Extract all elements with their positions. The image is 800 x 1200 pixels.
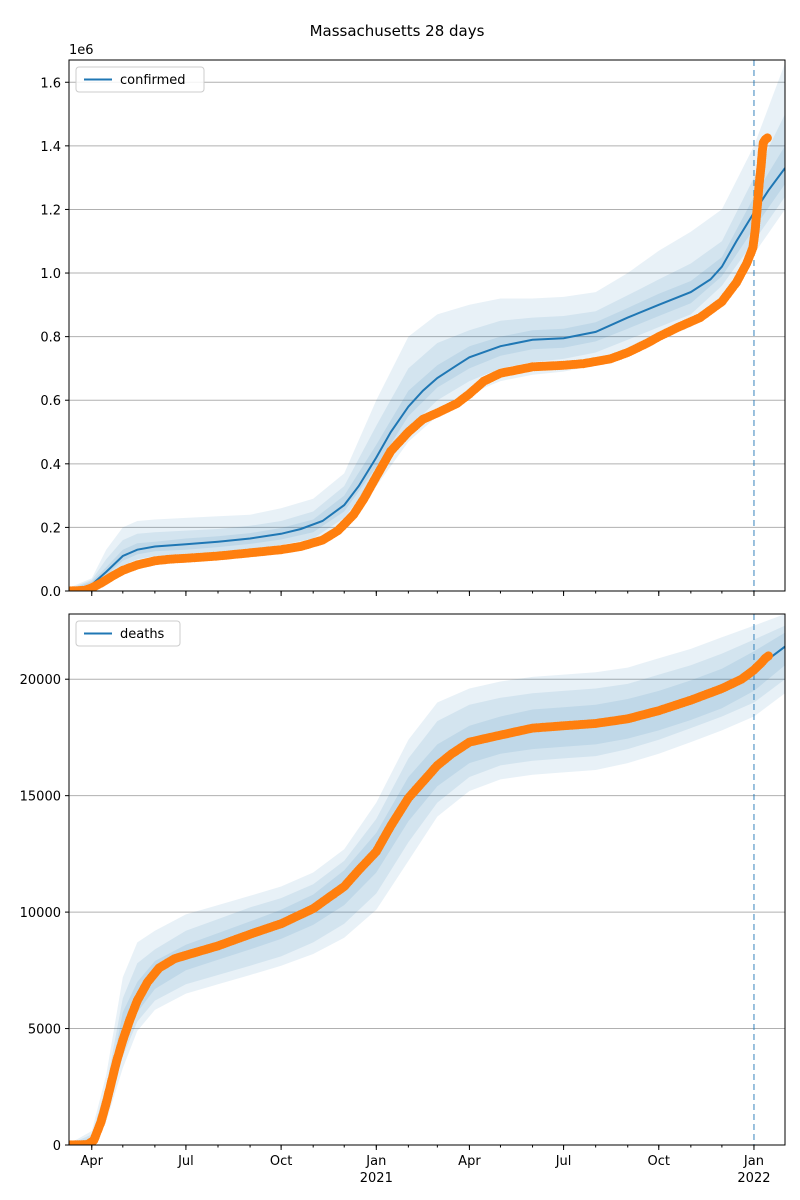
legend: confirmed (75, 66, 205, 93)
uncertainty-band (69, 632, 785, 1145)
x-tick-label: Oct (648, 1154, 670, 1169)
y-tick-label: 0.6 (40, 394, 61, 409)
y-tick-label: 1.6 (40, 76, 61, 91)
y-tick-label: 1.4 (40, 140, 61, 155)
observed-point (763, 651, 773, 661)
y-tick-label: 0.4 (40, 458, 61, 473)
axis-offset-label: 1e6 (69, 43, 94, 58)
plot-area (69, 60, 785, 591)
x-tick-label: Apr (81, 1154, 104, 1169)
y-tick-label: 20000 (20, 673, 61, 688)
observed-point (762, 133, 772, 143)
model-line (69, 167, 785, 591)
legend: deaths (75, 620, 181, 647)
y-tick-label: 0 (53, 1139, 61, 1154)
deaths-panel: 0 5000 10000 15000 20000 Apr Jul Oct Jan 2021 Apr J… (20, 613, 786, 1186)
y-tick-label: 5000 (28, 1023, 61, 1038)
uncertainty-band (69, 625, 785, 1145)
confirmed-panel: 0.0 0.2 0.4 0.6 0.8 1.0 1.2 1.4 1.6 1e6 confirmed (40, 43, 786, 600)
legend-box (75, 66, 205, 93)
y-tick-label: 1.2 (40, 203, 61, 218)
x-tick-label: Jan (743, 1154, 764, 1169)
uncertainty-band (69, 145, 785, 591)
x-tick-label: Oct (270, 1154, 292, 1169)
legend-box (75, 620, 181, 647)
uncertainty-band (69, 114, 785, 591)
legend-label: deaths (120, 627, 165, 642)
uncertainty-band (69, 63, 785, 591)
legend-label: confirmed (120, 73, 186, 88)
x-tick-label: Jul (177, 1154, 194, 1169)
plot-area (69, 614, 785, 1145)
x-tick-year-label: 2022 (737, 1171, 770, 1186)
axes-frame (68, 613, 786, 1146)
y-tick-label: 0.2 (40, 521, 61, 536)
y-tick-label: 0.8 (40, 331, 61, 346)
uncertainty-band (69, 614, 785, 1145)
y-tick-label: 1.0 (40, 267, 61, 282)
axes-frame (68, 59, 786, 592)
x-tick-year-label: 2021 (360, 1171, 393, 1186)
chart-title: Massachusetts 28 days (310, 22, 485, 40)
x-tick-label: Jan (365, 1154, 386, 1169)
y-tick-label: 10000 (20, 906, 61, 921)
y-tick-label: 15000 (20, 790, 61, 805)
y-tick-label: 0.0 (40, 585, 61, 600)
x-tick-label: Jul (555, 1154, 572, 1169)
x-tick-label: Apr (458, 1154, 481, 1169)
